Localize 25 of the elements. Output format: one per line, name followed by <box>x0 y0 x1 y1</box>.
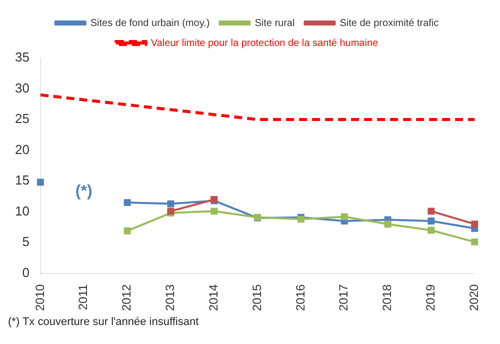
legend-label: Valeur limite pour la protection de la santé humaine <box>150 38 379 49</box>
x-tick-label: 2010 <box>32 284 47 312</box>
x-tick-label: 2020 <box>466 284 481 312</box>
y-tick-label: 5 <box>22 234 30 250</box>
annotation: (*) <box>75 182 92 200</box>
y-tick-label: 15 <box>14 172 30 188</box>
x-tick-label: 2016 <box>293 284 308 312</box>
x-tick-label: 2011 <box>76 284 90 310</box>
x-tick-label: 2018 <box>380 284 394 312</box>
y-tick-label: 35 <box>14 50 30 65</box>
y-tick-label: 20 <box>14 142 30 157</box>
legend-label: Site rural <box>254 18 295 29</box>
legend-label: Site de proximité trafic <box>340 18 439 29</box>
x-tick-label: 2014 <box>206 284 220 312</box>
x-tick-label: 2017 <box>336 284 351 312</box>
x-tick-label: 2019 <box>424 284 438 312</box>
x-tick-label: 2012 <box>120 284 134 312</box>
y-tick-label: 0 <box>22 264 30 280</box>
x-tick-label: 2015 <box>250 284 264 312</box>
legend-label: Sites de fond urbain (moy.) <box>90 18 210 29</box>
y-tick-label: 10 <box>14 203 30 218</box>
x-tick-label: 2013 <box>163 284 178 312</box>
y-tick-label: 25 <box>14 111 30 126</box>
text: (*) Tx couverture sur l'année insuffisant <box>8 316 200 328</box>
y-tick-label: 30 <box>14 80 30 96</box>
